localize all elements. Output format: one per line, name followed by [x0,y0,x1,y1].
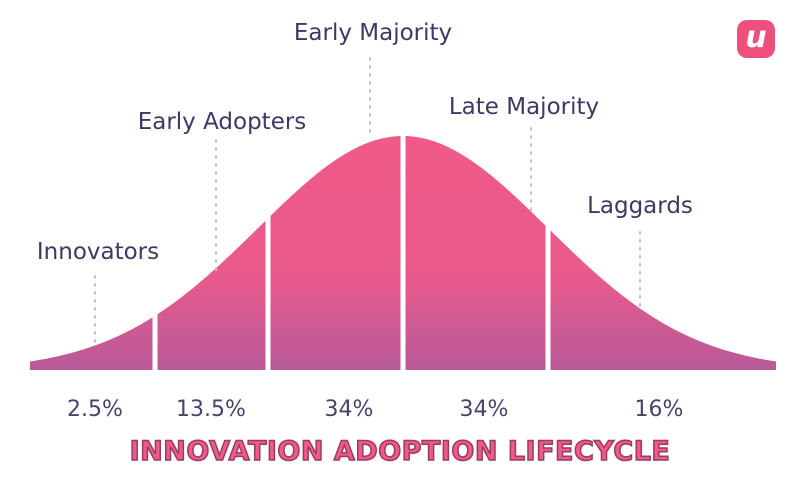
segment-dividers [152,132,551,372]
segment-label-late-majority: Late Majority [449,94,599,120]
segment-percent-early-majority: 34% [325,397,374,422]
logo-glyph: u [745,20,767,55]
segment-label-innovators: Innovators [37,239,159,265]
segment-percent-laggards: 16% [635,397,684,422]
diagram-title: INNOVATION ADOPTION LIFECYCLE [129,435,671,468]
segment-percent-late-majority: 34% [460,397,509,422]
leader-lines [94,57,641,346]
segment-label-early-adopters: Early Adopters [138,109,307,135]
segment-percent-innovators: 2.5% [67,397,123,422]
segment-percent-early-adopters: 13.5% [176,397,246,422]
segment-label-early-majority: Early Majority [294,20,452,46]
userpilot-logo: u [737,20,775,58]
segment-label-laggards: Laggards [587,193,693,219]
